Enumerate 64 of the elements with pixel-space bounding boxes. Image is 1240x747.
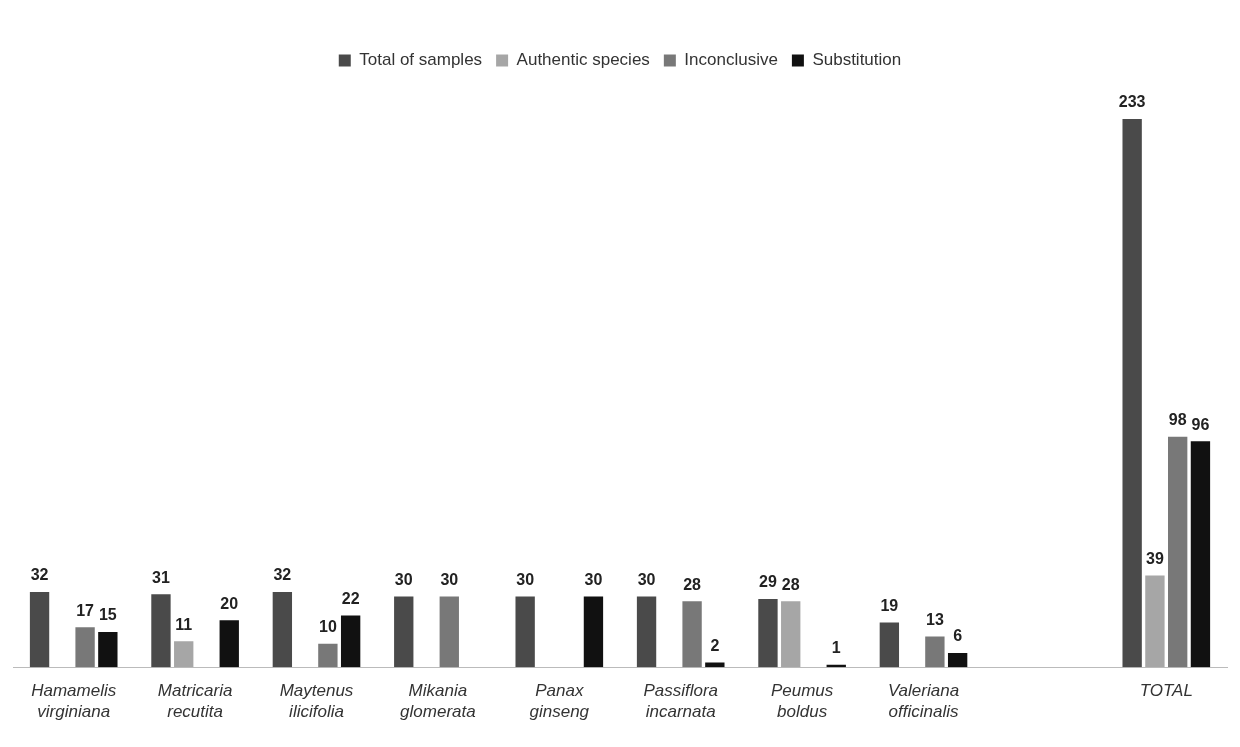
bar bbox=[1168, 436, 1188, 668]
legend-label: Inconclusive bbox=[684, 50, 778, 70]
bar bbox=[515, 596, 535, 668]
data-label: 28 bbox=[683, 575, 702, 593]
bar bbox=[219, 620, 239, 668]
data-label: 19 bbox=[880, 596, 899, 614]
data-label: 22 bbox=[341, 589, 360, 607]
bar bbox=[1122, 119, 1142, 668]
data-label: 11 bbox=[175, 615, 193, 633]
data-label: 96 bbox=[1191, 415, 1210, 433]
bar bbox=[75, 627, 95, 668]
data-label: 30 bbox=[394, 571, 413, 589]
data-label: 20 bbox=[220, 594, 239, 612]
data-label: 31 bbox=[152, 568, 170, 586]
data-label: 13 bbox=[925, 611, 944, 629]
data-label: 28 bbox=[781, 575, 800, 593]
x-tick-label: Hamamelis virginiana bbox=[31, 681, 117, 721]
bar bbox=[98, 631, 118, 668]
bar bbox=[318, 643, 338, 668]
bar bbox=[394, 596, 414, 668]
bar bbox=[925, 636, 945, 668]
legend-label: Authentic species bbox=[516, 50, 650, 70]
x-tick-label: Maytenus ilicifolia bbox=[279, 681, 354, 721]
bar bbox=[439, 596, 459, 668]
data-label: 233 bbox=[1118, 93, 1146, 111]
bar bbox=[682, 601, 702, 668]
data-label: 30 bbox=[584, 571, 603, 589]
bar bbox=[583, 596, 604, 668]
bar bbox=[1145, 575, 1165, 668]
data-label: 30 bbox=[516, 571, 535, 589]
bar bbox=[705, 662, 725, 668]
data-label: 32 bbox=[273, 566, 292, 584]
data-label: 30 bbox=[440, 571, 459, 589]
data-label: 1 bbox=[831, 639, 841, 657]
data-label: 17 bbox=[76, 601, 95, 619]
x-tick-label: Mikania glomerata bbox=[400, 681, 476, 721]
data-label: 32 bbox=[30, 566, 49, 584]
bar bbox=[29, 591, 50, 668]
x-tick-label: Passiflora incarnata bbox=[643, 681, 719, 721]
data-label: 39 bbox=[1146, 549, 1164, 567]
bar bbox=[272, 591, 293, 668]
x-tick-label: Peumus boldus bbox=[770, 681, 834, 721]
data-label: 30 bbox=[637, 571, 656, 589]
data-label: 2 bbox=[710, 636, 720, 654]
bar bbox=[1190, 441, 1211, 668]
bar bbox=[947, 653, 968, 668]
x-tick-label: TOTAL bbox=[1139, 681, 1193, 701]
legend-label: Substitution bbox=[812, 50, 902, 70]
bar bbox=[636, 596, 657, 668]
x-tick-label: Panax ginseng bbox=[529, 681, 590, 721]
x-tick-label: Matricaria recutita bbox=[157, 681, 233, 721]
legend-label: Total of samples bbox=[359, 50, 483, 70]
data-label: 98 bbox=[1168, 411, 1187, 429]
bar bbox=[758, 598, 778, 668]
bar bbox=[174, 641, 194, 668]
data-label: 29 bbox=[759, 573, 777, 591]
data-label: 10 bbox=[318, 618, 337, 636]
bar bbox=[151, 594, 171, 668]
bar bbox=[781, 601, 801, 668]
bar bbox=[340, 615, 361, 668]
data-label: 6 bbox=[953, 627, 963, 645]
x-tick-label: Valeriana officinalis bbox=[887, 681, 960, 721]
bar bbox=[879, 622, 900, 668]
data-label: 15 bbox=[98, 606, 117, 624]
